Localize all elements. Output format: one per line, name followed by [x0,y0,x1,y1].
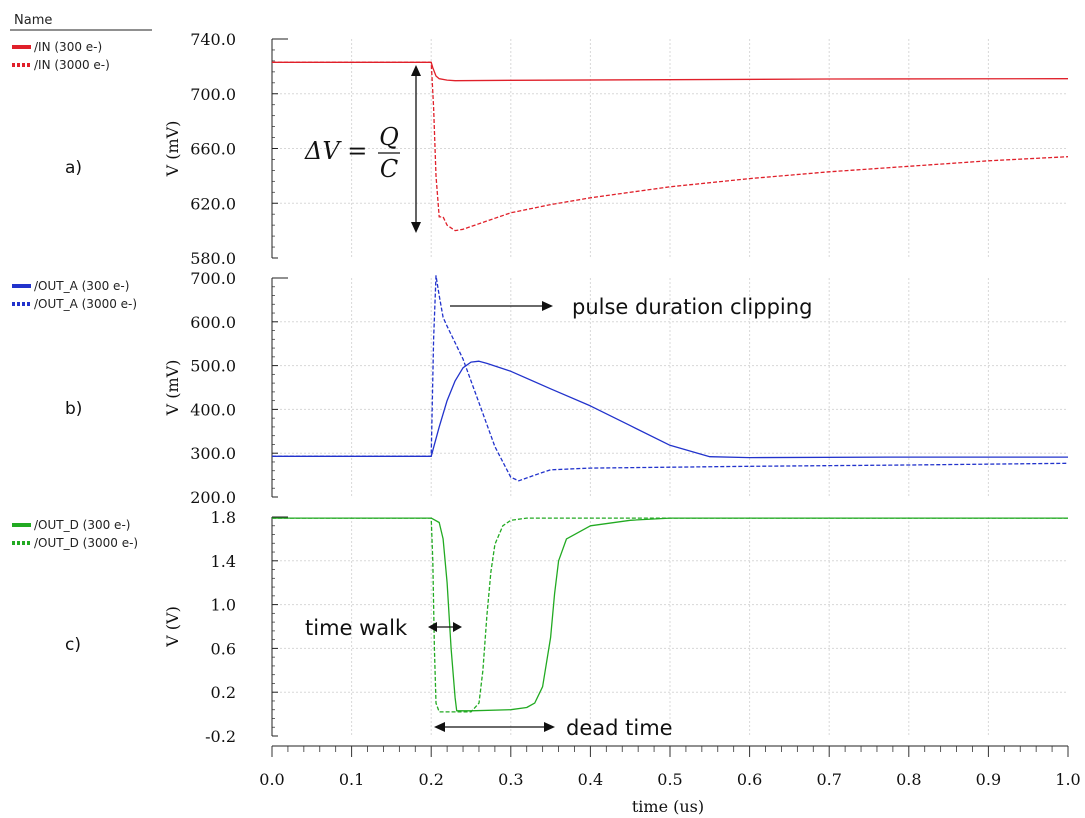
y-tick-label: 0.2 [211,683,236,702]
plot-panel-in: 740.0 700.0 660.0 620.0 580.0 V (mV) [163,30,1069,268]
series-line-300e [272,360,1068,459]
x-tick-label: 0.8 [896,770,921,789]
y-tick-label: 1.0 [211,596,236,615]
arrowhead-right-icon [542,301,553,311]
y-tick-label: 600.0 [190,313,236,332]
time-axis: time (us) 0.0 0.1 0.2 0.3 0.4 0.5 0.6 0.7 0.8 0.9… [259,745,1081,816]
time-walk-label: time walk [305,616,408,640]
pulse-clipping-label: pulse duration clipping [572,295,812,319]
legend-label-in-300: /IN (300 e-) [34,40,102,54]
x-tick-label: 0.1 [339,770,364,789]
y-tick-label: 400.0 [190,400,236,419]
y-axis-label: V (mV) [163,360,182,417]
y-tick-label: 500.0 [190,357,236,376]
legend-label-outd-3000: /OUT_D (3000 e-) [34,536,138,550]
x-tick-label: 0.4 [578,770,603,789]
arrowhead-right-icon [453,622,462,632]
y-tick-label: 200.0 [190,488,236,507]
plot-panel-outa: 700.0 600.0 500.0 400.0 300.0 200.0 V (mV) [163,269,1069,507]
series-line-3000e [272,61,1069,232]
legend-title: Name [14,13,52,28]
equation-lhs: ΔV = [304,137,367,165]
arrowhead-left-icon [428,622,437,632]
arrowhead-right-icon [544,722,555,732]
plot-panel-outd: 1.8 1.4 1.0 0.6 0.2 -0.2 V (V) [163,508,1068,746]
y-tick-label: 300.0 [190,444,236,463]
x-tick-label: 0.0 [259,770,284,789]
series-line-3000e [272,275,1069,482]
dead-time-label: dead time [566,716,673,740]
legend-label-in-3000: /IN (3000 e-) [34,58,110,72]
y-tick-label: 0.6 [211,639,236,658]
panel-label-b: b) [65,399,82,419]
legend-label-outa-300: /OUT_A (300 e-) [34,279,129,293]
x-tick-label: 0.6 [737,770,762,789]
x-axis-label: time (us) [632,797,704,816]
annotation-dead-time: dead time [434,716,673,740]
legend-label-outd-300: /OUT_D (300 e-) [34,518,130,532]
series-line-300e [272,517,1068,712]
equation-numerator: Q [379,123,399,151]
x-tick-label: 0.3 [498,770,523,789]
y-tick-label: 1.8 [211,508,236,527]
legend-label-outa-3000: /OUT_A (3000 e-) [34,297,137,311]
y-tick-label: 700.0 [190,85,236,104]
y-tick-label: -0.2 [205,727,236,746]
arrowhead-down-icon [411,222,421,233]
y-tick-label: 740.0 [190,30,236,49]
y-tick-label: 580.0 [190,249,236,268]
x-tick-label: 0.5 [657,770,682,789]
y-axis-label: V (V) [163,606,182,648]
y-tick-label: 620.0 [190,194,236,213]
panel-label-c: c) [65,635,81,655]
x-tick-label: 0.9 [976,770,1001,789]
y-tick-label: 660.0 [190,140,236,159]
y-tick-label: 1.4 [211,552,236,571]
arrowhead-left-icon [434,722,445,732]
y-tick-label: 700.0 [190,269,236,288]
x-tick-label: 1.0 [1055,770,1080,789]
y-axis-label: V (mV) [163,121,182,178]
annotation-delta-v: ΔV = Q C [304,65,421,233]
panel-label-a: a) [65,158,82,178]
legend-panel: Name /IN (300 e-) /IN (3000 e-) /OUT_A (… [10,13,152,550]
annotation-time-walk: time walk [305,616,462,640]
x-tick-label: 0.7 [816,770,841,789]
series-line-300e [272,61,1069,82]
x-tick-label: 0.2 [418,770,443,789]
equation-denominator: C [380,155,398,183]
arrowhead-up-icon [411,65,421,76]
annotation-pulse-clipping: pulse duration clipping [450,295,812,319]
